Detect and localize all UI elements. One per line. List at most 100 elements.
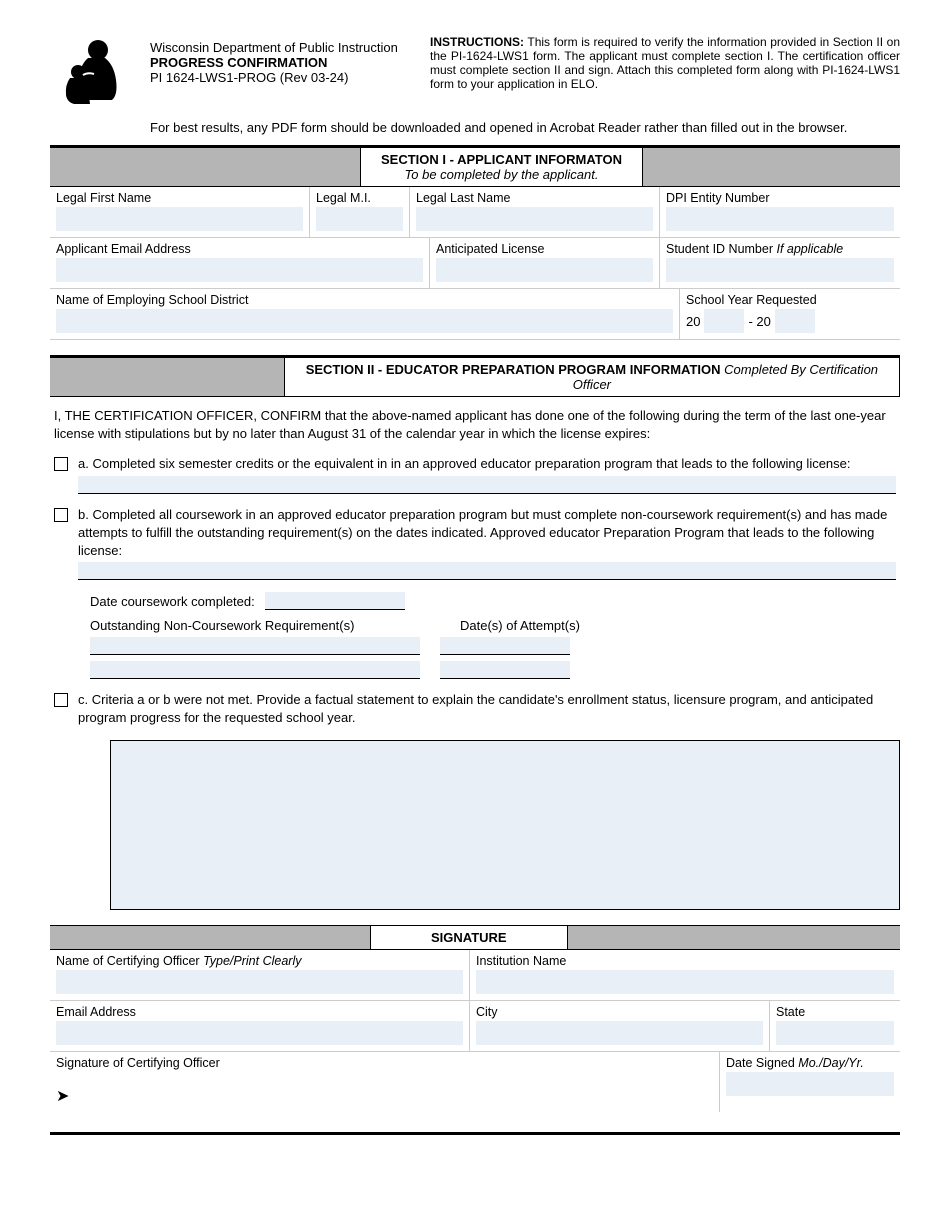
section2-header-left — [50, 358, 284, 396]
section1-row1: Legal First Name Legal M.I. Legal Last N… — [50, 187, 900, 238]
field-district: Name of Employing School District — [50, 289, 680, 339]
signature-header: SIGNATURE — [50, 925, 900, 950]
input-nc-date-2[interactable] — [440, 661, 570, 679]
label-district: Name of Employing School District — [56, 293, 673, 307]
field-date-signed: Date Signed Mo./Day/Yr. — [720, 1052, 900, 1112]
sig-row3: Signature of Certifying Officer ➤ Date S… — [50, 1052, 900, 1112]
input-sig-email[interactable] — [56, 1021, 463, 1045]
instructions-label: INSTRUCTIONS: — [430, 35, 524, 49]
option-b-date-row: Date coursework completed: — [90, 592, 900, 610]
input-institution[interactable] — [476, 970, 894, 994]
sig-header-right — [568, 926, 900, 949]
option-c-text: Criteria a or b were not met. Provide a … — [78, 692, 873, 725]
input-license[interactable] — [436, 258, 653, 282]
option-b-body: b. Completed all coursework in an approv… — [78, 506, 896, 581]
section1-subtitle: To be completed by the applicant. — [405, 167, 599, 182]
input-year-from[interactable] — [704, 309, 744, 333]
section1-header-right — [643, 148, 900, 186]
section2-header: SECTION II - EDUCATOR PREPARATION PROGRA… — [50, 358, 900, 397]
checkbox-a[interactable] — [54, 457, 68, 471]
instructions-block: INSTRUCTIONS: This form is required to v… — [430, 30, 900, 110]
label-signature: Signature of Certifying Officer — [56, 1056, 713, 1070]
field-mi: Legal M.I. — [310, 187, 410, 237]
option-c-row: c. Criteria a or b were not met. Provide… — [50, 685, 900, 733]
input-mi[interactable] — [316, 207, 403, 231]
department-name: Wisconsin Department of Public Instructi… — [150, 40, 410, 55]
input-city[interactable] — [476, 1021, 763, 1045]
section1-header-mid: SECTION I - APPLICANT INFORMATON To be c… — [360, 148, 643, 186]
field-institution: Institution Name — [470, 950, 900, 1000]
field-school-year: School Year Requested 20 - 20 — [680, 289, 900, 339]
input-year-to[interactable] — [775, 309, 815, 333]
label-student-id: Student ID Number If applicable — [666, 242, 894, 256]
input-nc-date-1[interactable] — [440, 637, 570, 655]
label-city: City — [476, 1005, 763, 1019]
form-number: PI 1624-LWS1-PROG (Rev 03-24) — [150, 70, 410, 85]
option-b-row: b. Completed all coursework in an approv… — [50, 500, 900, 587]
label-date-completed: Date coursework completed: — [90, 594, 255, 609]
label-school-year: School Year Requested — [686, 293, 894, 307]
sig-row1: Name of Certifying Officer Type/Print Cl… — [50, 950, 900, 1001]
option-a-body: a. Completed six semester credits or the… — [78, 455, 896, 493]
noncoursework-table: Outstanding Non-Coursework Requirement(s… — [90, 618, 900, 679]
nc-row-2 — [90, 661, 900, 679]
section1-row2: Applicant Email Address Anticipated Lice… — [50, 238, 900, 289]
school-year-inputs: 20 - 20 — [686, 309, 894, 333]
sig-row2: Email Address City State — [50, 1001, 900, 1052]
input-officer-name[interactable] — [56, 970, 463, 994]
input-option-a-license[interactable] — [78, 476, 896, 494]
label-dpi: DPI Entity Number — [666, 191, 894, 205]
input-nc-req-2[interactable] — [90, 661, 420, 679]
option-a-letter: a. — [78, 456, 89, 471]
input-first-name[interactable] — [56, 207, 303, 231]
signature-section: SIGNATURE Name of Certifying Officer Typ… — [50, 925, 900, 1112]
textarea-option-c[interactable] — [110, 740, 900, 910]
input-date-signed[interactable] — [726, 1072, 894, 1096]
field-city: City — [470, 1001, 770, 1051]
year-dash: - 20 — [748, 314, 770, 329]
option-b-text: Completed all coursework in an approved … — [78, 507, 887, 558]
option-c-letter: c. — [78, 692, 88, 707]
input-date-completed[interactable] — [265, 592, 405, 610]
field-sig-email: Email Address — [50, 1001, 470, 1051]
nc-row-1 — [90, 637, 900, 655]
field-email: Applicant Email Address — [50, 238, 430, 288]
input-nc-req-1[interactable] — [90, 637, 420, 655]
sig-header-title: SIGNATURE — [370, 926, 568, 949]
label-last-name: Legal Last Name — [416, 191, 653, 205]
section2-header-mid: SECTION II - EDUCATOR PREPARATION PROGRA… — [284, 358, 900, 396]
label-email: Applicant Email Address — [56, 242, 423, 256]
input-email[interactable] — [56, 258, 423, 282]
field-last-name: Legal Last Name — [410, 187, 660, 237]
label-sig-email: Email Address — [56, 1005, 463, 1019]
option-a-text: Completed six semester credits or the eq… — [92, 456, 850, 471]
label-institution: Institution Name — [476, 954, 894, 968]
option-b-letter: b. — [78, 507, 89, 522]
input-last-name[interactable] — [416, 207, 653, 231]
checkbox-b[interactable] — [54, 508, 68, 522]
field-first-name: Legal First Name — [50, 187, 310, 237]
checkbox-c[interactable] — [54, 693, 68, 707]
input-signature[interactable] — [79, 1074, 713, 1104]
field-license: Anticipated License — [430, 238, 660, 288]
label-first-name: Legal First Name — [56, 191, 303, 205]
field-state: State — [770, 1001, 900, 1051]
dpi-logo-icon — [50, 30, 130, 110]
input-option-b-license[interactable] — [78, 562, 896, 580]
input-state[interactable] — [776, 1021, 894, 1045]
section1-title: SECTION I - APPLICANT INFORMATON — [381, 152, 622, 167]
option-c-body: c. Criteria a or b were not met. Provide… — [78, 691, 896, 727]
section1-header: SECTION I - APPLICANT INFORMATON To be c… — [50, 148, 900, 187]
title-block: Wisconsin Department of Public Instructi… — [150, 30, 410, 110]
input-student-id[interactable] — [666, 258, 894, 282]
input-dpi[interactable] — [666, 207, 894, 231]
field-dpi: DPI Entity Number — [660, 187, 900, 237]
label-date-signed: Date Signed Mo./Day/Yr. — [726, 1056, 894, 1070]
input-district[interactable] — [56, 309, 673, 333]
option-a-row: a. Completed six semester credits or the… — [50, 449, 900, 499]
field-officer-name: Name of Certifying Officer Type/Print Cl… — [50, 950, 470, 1000]
nc-table-head: Outstanding Non-Coursework Requirement(s… — [90, 618, 900, 633]
label-state: State — [776, 1005, 894, 1019]
form-body: SECTION I - APPLICANT INFORMATON To be c… — [50, 145, 900, 1135]
section2-title: SECTION II - EDUCATOR PREPARATION PROGRA… — [306, 362, 721, 377]
